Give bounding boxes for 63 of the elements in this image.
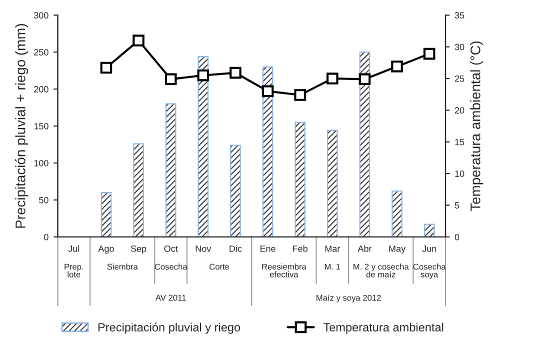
- bar: [100, 192, 112, 237]
- y2-tick-label: 30: [454, 44, 464, 50]
- x-tick-label: Mar: [325, 246, 340, 252]
- point: [326, 72, 338, 84]
- y-tick-label: 300: [34, 12, 48, 19]
- text: Reesiembra efectiva: [262, 264, 306, 278]
- y-tick-label: 200: [34, 86, 48, 92]
- y2-tick-label: 0: [454, 234, 460, 240]
- x-tick-label: Ene: [260, 246, 276, 252]
- x-tick-label: Dic: [230, 245, 242, 252]
- y-tick-label: 150: [34, 123, 48, 130]
- y2-tick-label: 15: [455, 138, 464, 146]
- text: Prep. lote: [64, 264, 84, 278]
- point: [391, 60, 403, 72]
- y2-axis-title: Temperatura ambiental (°C): [470, 42, 484, 212]
- bar: [424, 224, 435, 237]
- bar: [165, 103, 176, 237]
- text: Cosecha soya: [413, 264, 446, 280]
- bar: [294, 122, 306, 237]
- y2-tick-label: 35: [454, 12, 464, 19]
- point: [197, 69, 210, 82]
- y-tick-label: 0: [44, 234, 48, 240]
- bar: [230, 144, 241, 237]
- y-tick-label: 50: [39, 196, 48, 204]
- x-tick-label: Nov: [196, 246, 212, 252]
- x-tick-label: May: [389, 246, 406, 254]
- text: Maíz y soya 2012: [316, 294, 381, 302]
- point: [100, 62, 112, 74]
- y-tick-label: 250: [34, 49, 48, 56]
- y2-tick-label: 10: [455, 170, 464, 177]
- x-tick-label: Feb: [293, 245, 308, 252]
- x-tick-label: Ago: [98, 246, 114, 254]
- bar: [262, 66, 274, 237]
- bar: [198, 56, 209, 237]
- point: [230, 66, 242, 79]
- text: Siembra: [107, 264, 138, 270]
- bar: [359, 52, 370, 237]
- x-tick-label: Sep: [130, 245, 146, 254]
- bar: [133, 143, 144, 237]
- text: AV 2011: [155, 294, 186, 301]
- point: [294, 89, 306, 101]
- point: [132, 34, 144, 46]
- text: Corte: [210, 264, 230, 270]
- point: [164, 73, 177, 86]
- text: Cosecha: [154, 264, 188, 270]
- bar: [392, 190, 402, 237]
- y2-tick-label: 20: [454, 107, 464, 114]
- bar: [327, 130, 338, 237]
- y-axis-title: Precipitación pluvial + riego (mm): [14, 24, 28, 228]
- x-tick-label: Jun: [422, 246, 436, 252]
- point: [423, 48, 436, 60]
- text: M. 1: [324, 264, 340, 270]
- legend-label: Temperatura ambiental: [323, 322, 444, 334]
- y-tick-label: 100: [34, 160, 48, 166]
- x-tick-label: Oct: [164, 245, 178, 252]
- y2-tick-label: 25: [454, 75, 464, 82]
- legend-label: Precipitación pluvial y riego: [98, 322, 240, 334]
- point: [262, 85, 274, 98]
- text: M. 2 y cosecha de maíz: [354, 264, 409, 278]
- y2-tick-label: 5: [454, 202, 460, 209]
- x-tick-label: Jul: [68, 245, 80, 252]
- point: [358, 73, 371, 86]
- x-tick-label: Abr: [358, 245, 372, 252]
